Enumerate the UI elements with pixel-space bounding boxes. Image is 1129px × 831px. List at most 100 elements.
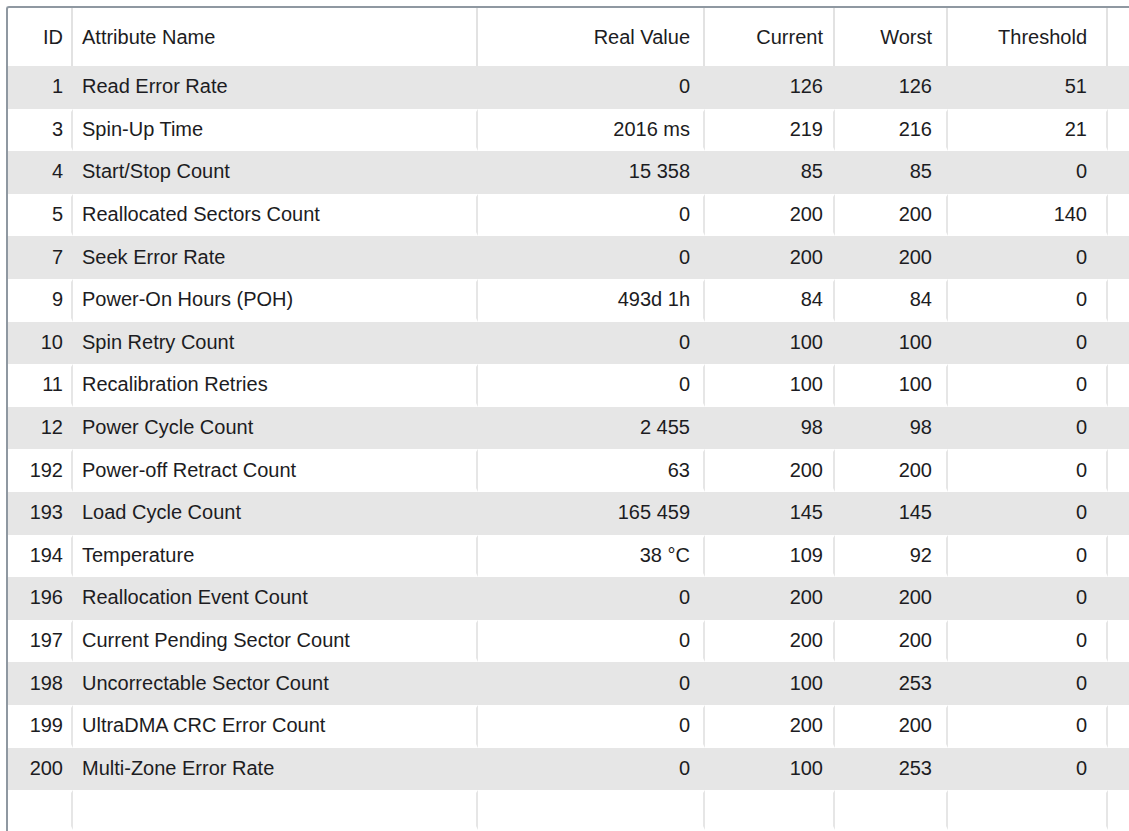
cell-worst: 200: [835, 449, 948, 492]
cell-id: 192: [20, 449, 73, 492]
cell-worst: 253: [835, 748, 948, 791]
cell-threshold: 21: [948, 109, 1108, 152]
cell-threshold: 0: [948, 705, 1108, 748]
cell-worst: 100: [835, 322, 948, 365]
cell-id: 193: [20, 492, 73, 535]
row-right-filler: [1108, 449, 1129, 492]
table-row[interactable]: 9Power-On Hours (POH)493d 1h84840: [8, 279, 1129, 322]
cell-current: 100: [705, 662, 835, 705]
table-row[interactable]: 1Read Error Rate012612651: [8, 66, 1129, 109]
cell-current: 200: [705, 705, 835, 748]
row-left-gutter: [8, 492, 20, 535]
cell-threshold: 0: [948, 236, 1108, 279]
cell-threshold: 0: [948, 620, 1108, 663]
cell-id: 196: [20, 577, 73, 620]
row-left-gutter: [8, 449, 20, 492]
table-row[interactable]: 3Spin-Up Time2016 ms21921621: [8, 109, 1129, 152]
cell-threshold: 140: [948, 194, 1108, 237]
cell-name: Temperature: [73, 535, 478, 578]
row-left-gutter: [8, 620, 20, 663]
table-row[interactable]: 194Temperature38 °C109920: [8, 535, 1129, 578]
smart-attributes-table: IDAttribute NameReal ValueCurrentWorstTh…: [8, 8, 1129, 830]
cell-worst: 200: [835, 236, 948, 279]
cell-name: Read Error Rate: [73, 66, 478, 109]
cell-current: 200: [705, 236, 835, 279]
row-left-gutter: [8, 705, 20, 748]
cell-real: 63: [478, 449, 705, 492]
cell-current: 100: [705, 322, 835, 365]
cell-id: 12: [20, 407, 73, 450]
cell-real: 493d 1h: [478, 279, 705, 322]
row-right-filler: [1108, 535, 1129, 578]
cell-name: Current Pending Sector Count: [73, 620, 478, 663]
table-row[interactable]: 12Power Cycle Count2 45598980: [8, 407, 1129, 450]
cell-worst: 98: [835, 407, 948, 450]
cell-real: 2 455: [478, 407, 705, 450]
cell-worst: 92: [835, 535, 948, 578]
row-right-filler: [1108, 790, 1129, 830]
row-right-filler: [1108, 364, 1129, 407]
cell-name: Power Cycle Count: [73, 407, 478, 450]
row-right-filler: [1108, 109, 1129, 152]
cell-current: 98: [705, 407, 835, 450]
table-row[interactable]: 11Recalibration Retries01001000: [8, 364, 1129, 407]
table-row[interactable]: 192Power-off Retract Count632002000: [8, 449, 1129, 492]
row-left-gutter: [8, 322, 20, 365]
cell-current: 200: [705, 577, 835, 620]
cell-threshold: 0: [948, 449, 1108, 492]
row-right-filler: [1108, 66, 1129, 109]
table-header-row: IDAttribute NameReal ValueCurrentWorstTh…: [8, 8, 1129, 66]
cell-name: Reallocated Sectors Count: [73, 194, 478, 237]
row-left-gutter: [8, 236, 20, 279]
cell-worst: 200: [835, 620, 948, 663]
cell-threshold: 0: [948, 577, 1108, 620]
table-row[interactable]: 200Multi-Zone Error Rate01002530: [8, 748, 1129, 791]
table-row[interactable]: 198Uncorrectable Sector Count01002530: [8, 662, 1129, 705]
table-empty-row: [8, 790, 1129, 830]
cell-worst: 216: [835, 109, 948, 152]
cell-worst: 200: [835, 705, 948, 748]
column-header-threshold[interactable]: Threshold: [948, 8, 1108, 66]
cell-threshold: 0: [948, 492, 1108, 535]
column-header-name[interactable]: Attribute Name: [73, 8, 478, 66]
cell-name: Uncorrectable Sector Count: [73, 662, 478, 705]
cell-id: 197: [20, 620, 73, 663]
cell-worst: 85: [835, 151, 948, 194]
cell-worst: 200: [835, 577, 948, 620]
cell-current: 109: [705, 535, 835, 578]
column-header-current[interactable]: Current: [705, 8, 835, 66]
table-row[interactable]: 10Spin Retry Count01001000: [8, 322, 1129, 365]
table-row[interactable]: 193Load Cycle Count165 4591451450: [8, 492, 1129, 535]
row-left-gutter: [8, 66, 20, 109]
cell-worst: 100: [835, 364, 948, 407]
row-right-filler: [1108, 577, 1129, 620]
table-row[interactable]: 196Reallocation Event Count02002000: [8, 577, 1129, 620]
cell-name: Multi-Zone Error Rate: [73, 748, 478, 791]
cell-id: 11: [20, 364, 73, 407]
cell-name: Seek Error Rate: [73, 236, 478, 279]
column-header-real[interactable]: Real Value: [478, 8, 705, 66]
column-header-worst[interactable]: Worst: [835, 8, 948, 66]
cell-threshold: 0: [948, 364, 1108, 407]
table-row[interactable]: 5Reallocated Sectors Count0200200140: [8, 194, 1129, 237]
empty-cell-id: [20, 790, 73, 830]
cell-id: 4: [20, 151, 73, 194]
table-row[interactable]: 197Current Pending Sector Count02002000: [8, 620, 1129, 663]
empty-cell-name: [73, 790, 478, 830]
cell-worst: 145: [835, 492, 948, 535]
cell-real: 2016 ms: [478, 109, 705, 152]
cell-current: 100: [705, 748, 835, 791]
table-row[interactable]: 4Start/Stop Count15 35885850: [8, 151, 1129, 194]
column-header-id[interactable]: ID: [20, 8, 73, 66]
cell-real: 0: [478, 66, 705, 109]
table-row[interactable]: 7Seek Error Rate02002000: [8, 236, 1129, 279]
cell-threshold: 0: [948, 407, 1108, 450]
cell-name: Spin Retry Count: [73, 322, 478, 365]
cell-threshold: 51: [948, 66, 1108, 109]
row-left-gutter: [8, 151, 20, 194]
table-row[interactable]: 199UltraDMA CRC Error Count02002000: [8, 705, 1129, 748]
cell-real: 0: [478, 236, 705, 279]
cell-name: UltraDMA CRC Error Count: [73, 705, 478, 748]
cell-name: Load Cycle Count: [73, 492, 478, 535]
cell-worst: 200: [835, 194, 948, 237]
